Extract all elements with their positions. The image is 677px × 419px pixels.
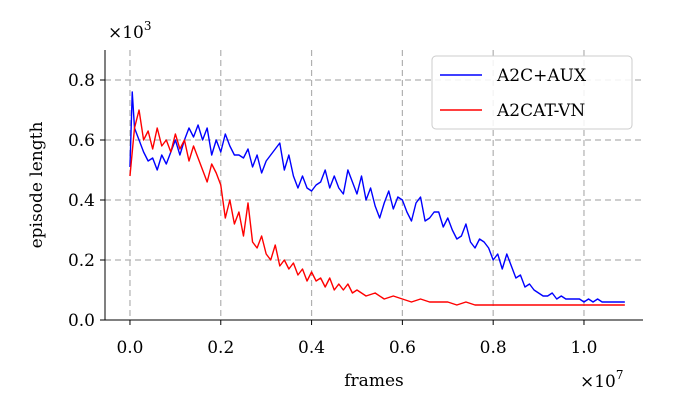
x-scale-label: ×107 [580,368,624,392]
y-tick-label: 0.6 [68,131,95,151]
legend: A2C+AUX A2CAT-VN [431,55,633,130]
axes [104,50,643,321]
series-lines [129,91,625,306]
ticks: 0.0 0.2 0.4 0.6 0.8 1.0 0.0 0.2 0.4 0.6 0.8 [68,71,598,358]
series-line-a2c-aux [129,91,625,303]
y-axis-label: episode length [27,122,47,249]
legend-label-a2cat-vn: A2CAT-VN [496,101,585,121]
y-tick-label: 0.0 [68,311,95,331]
y-tick-label: 0.4 [68,191,95,211]
y-scale-label: ×103 [108,19,152,43]
y-tick-label: 0.8 [68,71,95,91]
legend-label-a2c-aux: A2C+AUX [496,66,587,86]
y-tick-label: 0.2 [68,251,95,271]
x-tick-label: 0.4 [298,338,325,358]
series-line-a2cat-vn [129,109,625,306]
x-tick-label: 0.2 [207,338,234,358]
x-axis-label: frames [344,371,403,391]
x-tick-label: 0.6 [389,338,416,358]
x-tick-label: 1.0 [570,338,597,358]
x-tick-label: 0.0 [116,338,143,358]
x-tick-label: 0.8 [480,338,507,358]
